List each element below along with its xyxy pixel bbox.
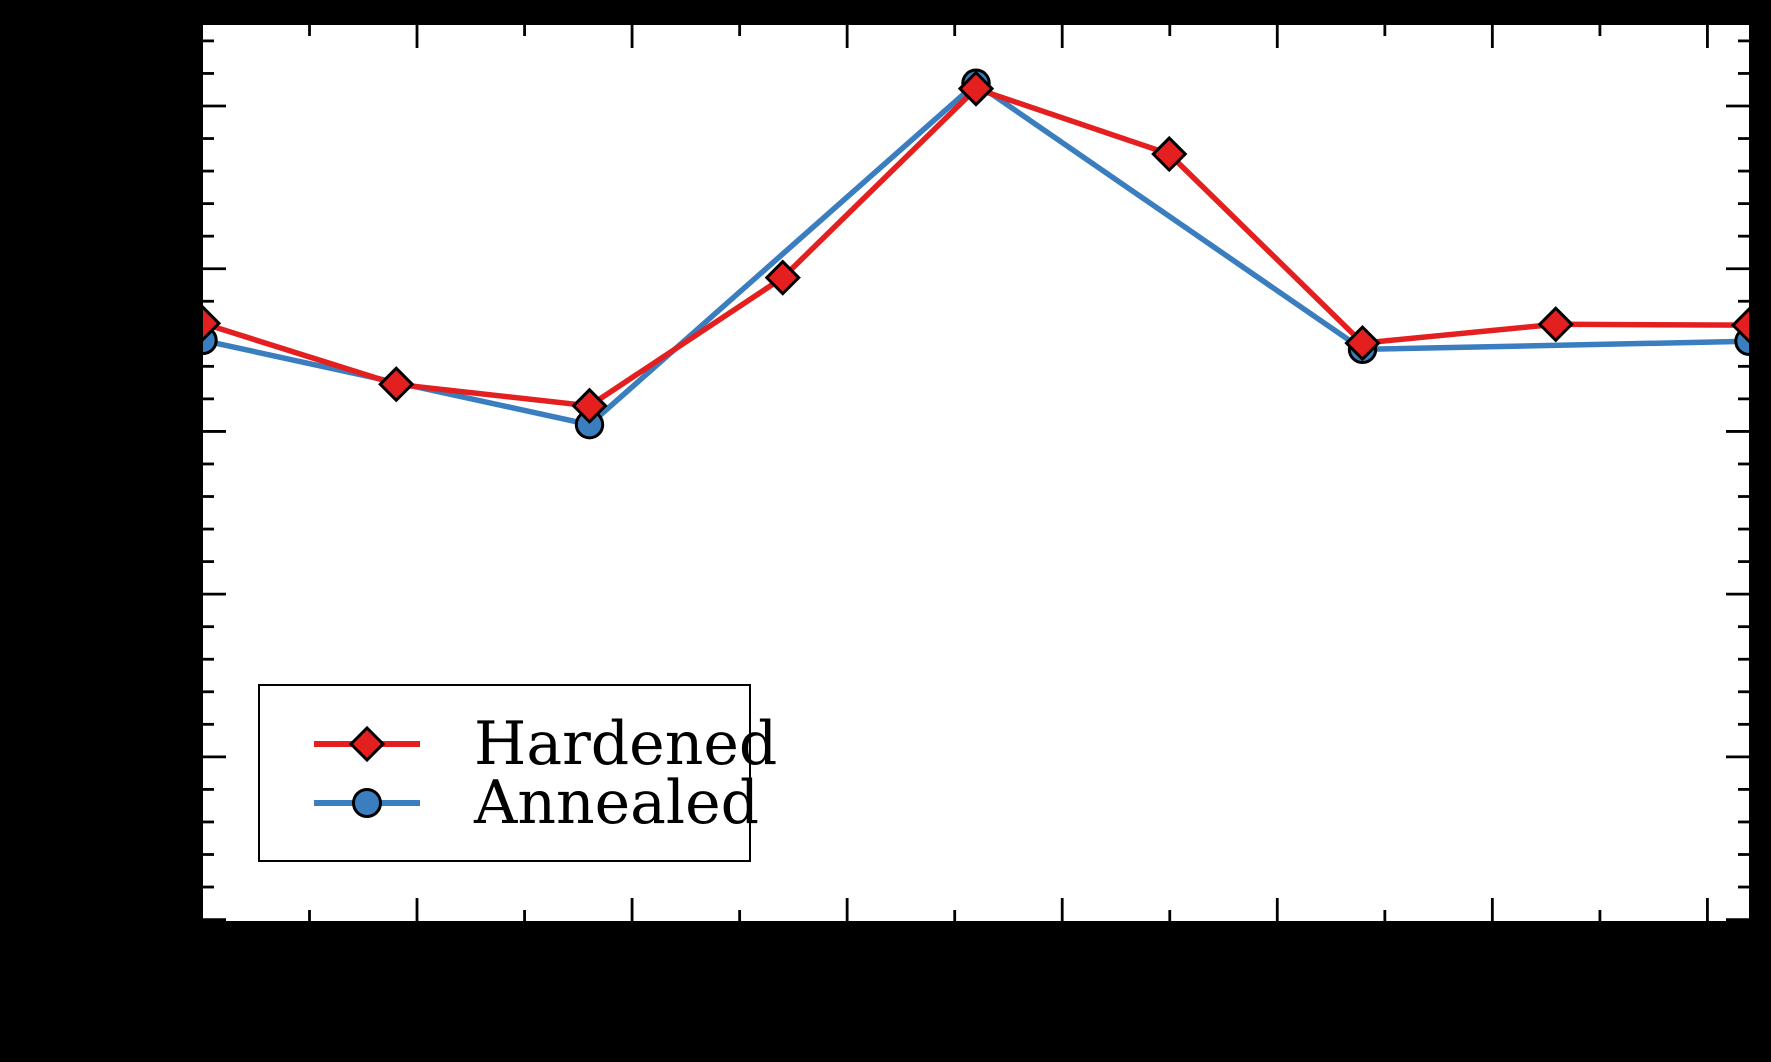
- hardened-marker: [764, 259, 801, 296]
- hardened-marker: [1344, 324, 1381, 362]
- chart-canvas: [203, 25, 1749, 921]
- hardened-marker: [1730, 307, 1749, 344]
- hardened-marker: [1151, 135, 1188, 173]
- legend-item-hardened: Hardened: [260, 714, 777, 774]
- hardened-marker: [1537, 306, 1574, 343]
- circle-marker-icon: [314, 788, 420, 819]
- hardened-line: [203, 85, 1749, 409]
- hardened-marker: [378, 366, 415, 403]
- legend-item-annealed: Annealed: [260, 773, 759, 833]
- plot-area: Hardened Annealed: [200, 22, 1752, 924]
- hardened-marker: [571, 387, 608, 424]
- legend: Hardened Annealed: [258, 684, 777, 862]
- annealed-line: [203, 79, 1749, 428]
- hardened-marker: [957, 70, 995, 107]
- legend-label-annealed: Annealed: [474, 768, 759, 839]
- legend-label-hardened: Hardened: [474, 708, 778, 779]
- hardened-marker: [203, 305, 222, 342]
- diamond-marker-icon: [314, 725, 420, 762]
